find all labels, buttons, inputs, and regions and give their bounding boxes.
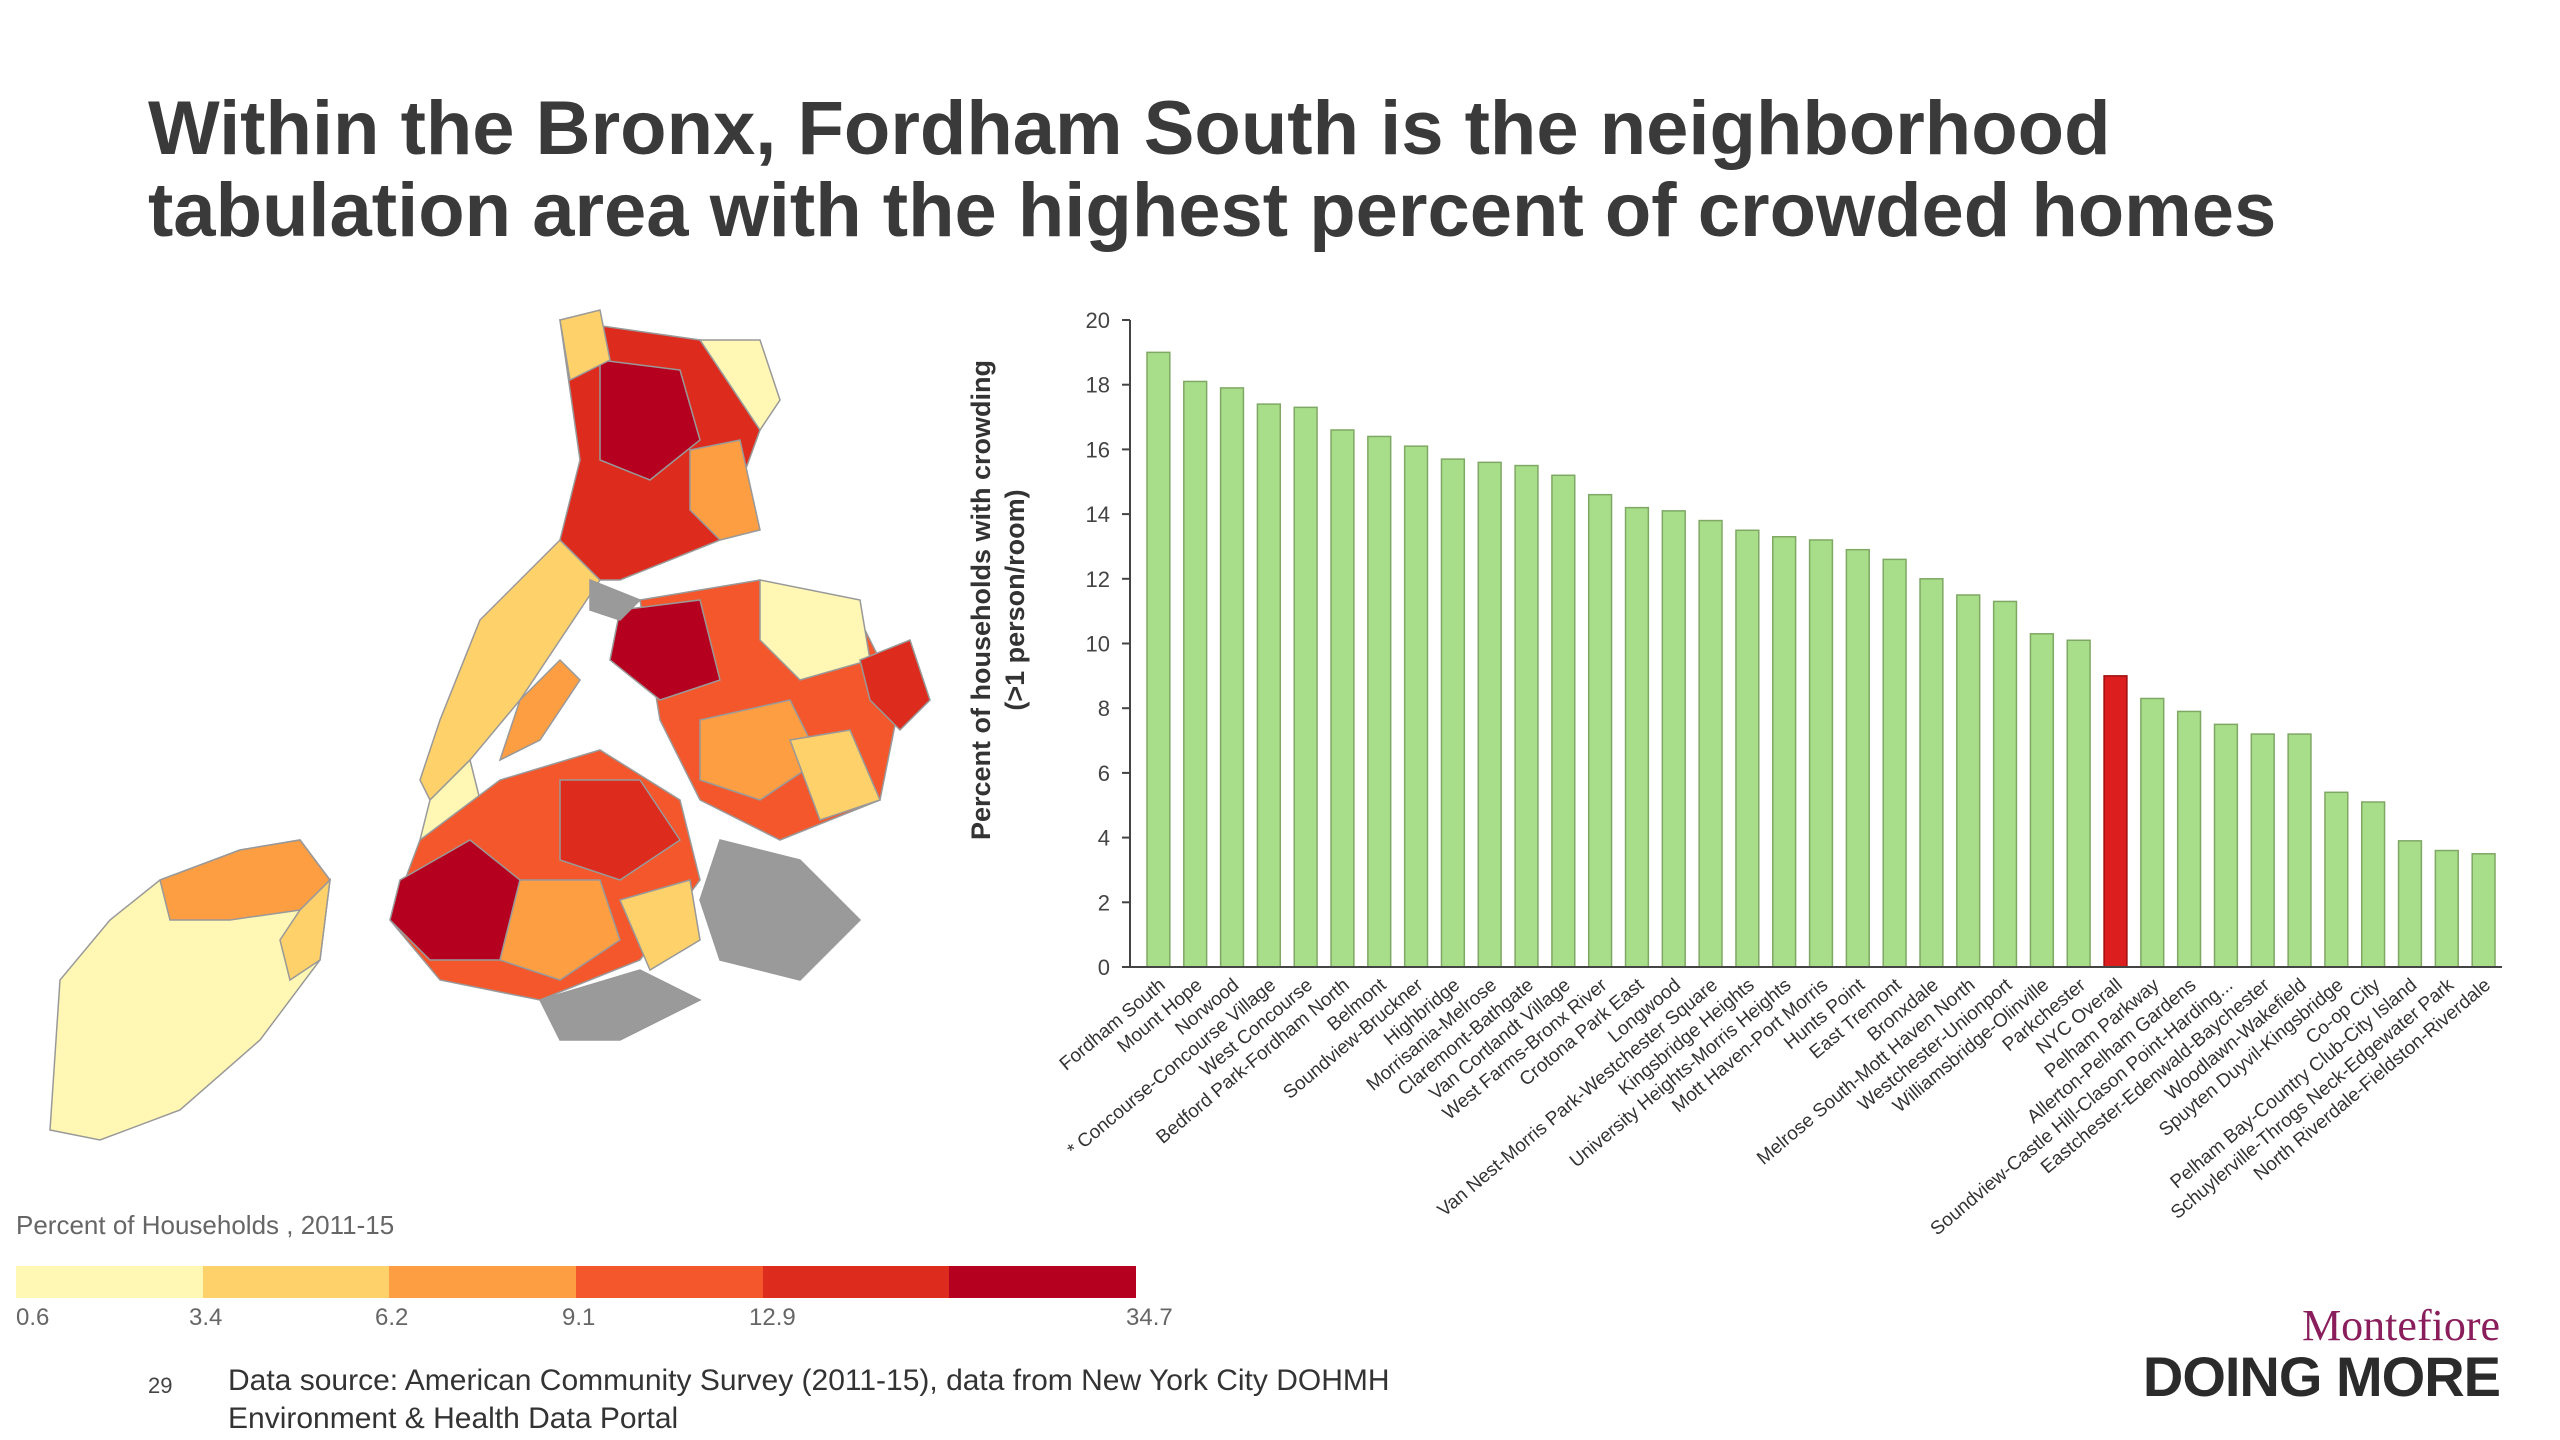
- y-tick-label: 20: [1086, 308, 1110, 333]
- y-tick-label: 18: [1086, 373, 1110, 398]
- page-title-line-2: tabulation area with the highest percent…: [148, 168, 2277, 253]
- bar-12: [1587, 493, 1613, 968]
- page-number: 29: [148, 1373, 173, 1398]
- legend-swatch-3: [576, 1266, 763, 1298]
- map-region-2: [279, 877, 332, 982]
- bar-30: [2250, 733, 2275, 968]
- bar-14: [1661, 510, 1686, 968]
- bar-19: [1845, 548, 1870, 968]
- bar-23: [1992, 600, 2018, 968]
- legend-color-bar: [16, 1266, 1137, 1298]
- map-region-22: [699, 839, 862, 981]
- y-axis-label-line-1: Percent of households with crowding: [966, 360, 996, 840]
- y-tick-label: 16: [1086, 437, 1110, 462]
- map-region-20: [499, 879, 621, 981]
- bar-32: [2324, 791, 2349, 968]
- bar-16: [1735, 529, 1760, 968]
- map-region-16: [788, 729, 882, 821]
- y-tick-label: 14: [1086, 502, 1110, 527]
- legend-title: Percent of Households , 2011-15: [16, 1210, 395, 1240]
- map-region-15: [699, 699, 821, 801]
- bar-1: [1183, 380, 1208, 968]
- bar-33: [2361, 801, 2386, 968]
- legend-break-0: 0.6: [16, 1304, 50, 1331]
- map-regions: [49, 309, 931, 1141]
- bar-27: [2140, 697, 2165, 968]
- bar-31: [2287, 733, 2312, 968]
- bar-6: [1367, 435, 1392, 968]
- legend-break-4: 12.9: [749, 1304, 796, 1331]
- map-region-23: [538, 969, 702, 1041]
- bar-36: [2471, 853, 2496, 968]
- y-tick-label: 12: [1086, 567, 1110, 592]
- bar-10: [1514, 464, 1539, 968]
- map-region-10: [698, 339, 781, 432]
- map-region-8: [689, 439, 761, 541]
- bar-4: [1293, 406, 1318, 968]
- bar-0: [1146, 351, 1171, 968]
- legend-break-3: 9.1: [562, 1304, 596, 1331]
- y-axis-label-line-2: (>1 person/room): [1000, 489, 1030, 710]
- legend-break-2: 6.2: [375, 1304, 409, 1331]
- bar-22: [1956, 594, 1981, 968]
- bar-21: [1919, 578, 1944, 968]
- map-region-14: [859, 639, 931, 732]
- legend-break-1: 3.4: [189, 1304, 223, 1331]
- bar-18: [1808, 539, 1834, 968]
- crowding-bar-chart: Percent of households with crowding (>1 …: [966, 308, 2502, 1240]
- bar-24: [2029, 633, 2055, 968]
- map-region-4: [498, 658, 581, 762]
- legend-swatch-2: [389, 1266, 577, 1298]
- legend-swatch-4: [762, 1266, 950, 1298]
- bar-7: [1403, 445, 1429, 968]
- bar-26: [2103, 675, 2128, 968]
- bar-20: [1882, 558, 1907, 968]
- bar-13: [1624, 506, 1650, 968]
- bar-3: [1256, 403, 1281, 968]
- legend-swatch-0: [16, 1266, 203, 1298]
- map-region-24: [589, 578, 642, 621]
- bar-series: [1146, 351, 2496, 968]
- montefiore-logo: Montefiore: [2302, 1301, 2500, 1350]
- data-source-line-2: Environment & Health Data Portal: [228, 1402, 679, 1435]
- page-title: Within the Bronx, Fordham South is the n…: [148, 88, 2448, 252]
- y-axis-ticks: 0 2 4 6 8 10 12 14 16 18 20: [1086, 308, 1130, 980]
- map-region-21: [618, 879, 701, 972]
- bar-15: [1698, 519, 1723, 968]
- y-tick-label: 10: [1086, 632, 1110, 657]
- legend-break-5: 34.7: [1126, 1304, 1173, 1331]
- map-region-13: [759, 579, 871, 681]
- bar-9: [1477, 461, 1502, 968]
- bar-5: [1330, 429, 1355, 968]
- legend-swatch-1: [202, 1266, 390, 1298]
- y-tick-label: 8: [1098, 696, 1110, 721]
- bar-17: [1772, 535, 1797, 968]
- map-region-7: [599, 359, 701, 481]
- y-tick-label: 4: [1098, 826, 1110, 851]
- legend-break-labels: 0.6 3.4 6.2 9.1 12.9 34.7: [16, 1304, 1173, 1334]
- bar-34: [2397, 840, 2423, 968]
- bar-28: [2176, 710, 2202, 968]
- y-tick-label: 6: [1098, 761, 1110, 786]
- map-region-9: [559, 309, 611, 382]
- bar-11: [1551, 474, 1576, 968]
- map-region-19: [559, 779, 682, 881]
- data-source-note: Data source: American Community Survey (…: [228, 1362, 1628, 1438]
- bar-2: [1219, 387, 1245, 968]
- doing-more-logo: DOING MORE: [2142, 1345, 2501, 1408]
- y-tick-label: 2: [1098, 890, 1110, 915]
- bar-8: [1440, 458, 1466, 968]
- y-tick-label: 0: [1098, 955, 1110, 980]
- map-region-12: [609, 599, 721, 701]
- bar-25: [2066, 639, 2091, 968]
- data-source-line-1: Data source: American Community Survey (…: [228, 1364, 1390, 1397]
- legend-swatch-5: [949, 1266, 1137, 1298]
- bar-35: [2434, 849, 2459, 968]
- page-title-line-1: Within the Bronx, Fordham South is the n…: [148, 86, 2111, 171]
- nyc-choropleth-map: [49, 309, 931, 1141]
- bar-29: [2213, 723, 2239, 968]
- y-axis-label: Percent of households with crowding (>1 …: [966, 360, 1030, 840]
